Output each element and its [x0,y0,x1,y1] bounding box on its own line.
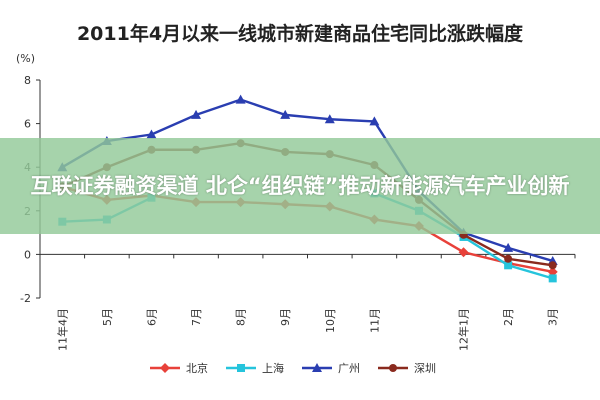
x-tick-label: 3月 [547,308,560,326]
data-point [547,266,558,277]
legend-label: 广州 [338,362,360,375]
data-point [146,129,157,139]
data-point [280,109,291,119]
x-tick-label: 2月 [502,308,515,326]
y-tick-label: 6 [24,118,31,131]
data-point [504,254,513,263]
x-tick-label: 6月 [145,308,158,326]
x-tick-label: 5月 [101,308,114,326]
data-point [191,109,202,119]
x-tick-label: 10月 [324,308,337,333]
overlay-banner: 互联证券融资渠道 北仑“组织链”推动新能源汽车产业创新 [0,138,600,234]
y-tick-label: -2 [20,292,31,305]
legend-item: 深圳 [378,362,436,375]
legend-label: 深圳 [414,362,436,375]
legend-marker [237,364,245,372]
legend-marker [312,363,322,372]
data-point [369,116,380,126]
data-point [235,94,246,104]
chart-title: 2011年4月以来一线城市新建商品住宅同比涨跌幅度 [77,22,524,45]
legend-item: 广州 [302,362,360,375]
x-tick-label: 12年1月 [457,308,471,351]
data-point [503,242,514,252]
data-point [504,261,513,270]
y-axis-unit-label: (%) [16,52,35,65]
legend-marker [389,364,397,372]
y-tick-label: 0 [24,248,31,261]
data-point [324,114,335,124]
data-point [548,261,557,270]
legend-label: 上海 [262,361,284,375]
x-tick-label: 8月 [235,308,248,326]
legend-item: 上海 [226,361,284,375]
y-tick-label: 8 [24,74,31,87]
series-line [61,98,554,263]
legend-marker [160,363,170,373]
legend-item: 北京 [150,361,208,375]
axes: -20246811年4月5月6月7月8月9月10月11月12年1月2月3月 [20,74,576,351]
x-tick-label: 11月 [368,308,381,333]
x-tick-label: 7月 [190,308,203,326]
x-tick-label: 11年4月 [55,308,69,351]
overlay-headline: 互联证券融资渠道 北仑“组织链”推动新能源汽车产业创新 [30,174,570,198]
x-tick-label: 9月 [279,308,292,326]
data-point [458,247,469,258]
legend: 北京 上海 广州 深圳 [150,361,436,375]
legend-label: 北京 [186,361,208,375]
data-point [548,274,557,283]
